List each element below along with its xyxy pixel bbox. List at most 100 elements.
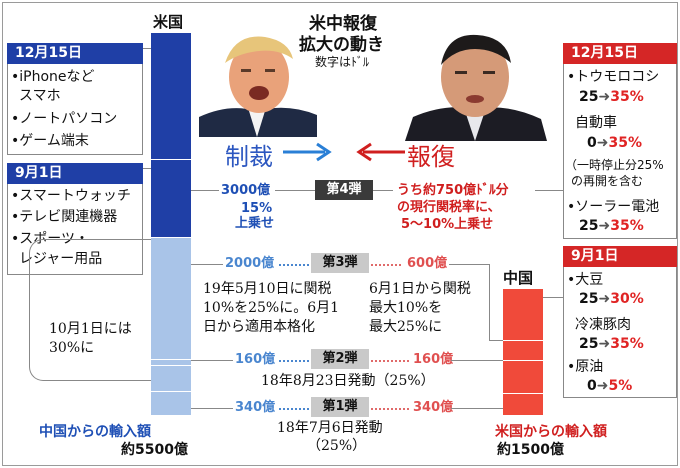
cn-sep1-item-2-name: •原油 (567, 359, 604, 375)
r3-right-line (449, 264, 489, 265)
cn-dec15-item-1-from: 0 (587, 135, 597, 151)
r2-left-line (191, 360, 233, 361)
r3-left-line (191, 264, 223, 265)
cn-sep1-item-1-to: 35% (610, 336, 644, 352)
r3-cn-note-0: 6月1日から関税 (369, 281, 471, 297)
cn-dec15-item-2-to: 35% (610, 218, 644, 234)
us-import-total: 約5500億 (121, 442, 188, 458)
r1-left-line (191, 408, 233, 409)
retaliation-label: 報復 (407, 143, 455, 171)
r3-right-vline (489, 264, 490, 340)
arrow-right-icon: ➜ (596, 378, 609, 394)
us-bar-dark-segment (151, 33, 191, 237)
cn-sep1-item-0-name: •大豆 (567, 272, 604, 288)
us-import-label: 中国からの輸入額 (39, 424, 151, 440)
r4-cn-text-1: の現行関税率に、 (397, 200, 501, 215)
arrow-right-icon: ➜ (598, 89, 611, 105)
cn-import-total: 約1500億 (497, 442, 564, 458)
us-bar-divider-r3 (151, 359, 191, 360)
cn-sep1-item-2-rate: 0➜5% (587, 378, 632, 394)
r3-us-note-1: 10%を25%に。6月1 (203, 300, 340, 316)
cn-dec15-item-2-name: •ソーラー電池 (567, 199, 660, 215)
us-dec15-item-1: スマホ (19, 88, 61, 104)
us-dec15-item-2: •ノートパソコン (11, 111, 118, 127)
r1-dash-left (279, 408, 309, 410)
cn-sep1-item-0-rate: 25➜30% (579, 291, 644, 307)
us-oct1-note-line-0: 10月1日には (47, 321, 134, 338)
r4-right-connector (535, 190, 563, 191)
us-sep1-item-3: レジャー用品 (19, 251, 103, 267)
r2-dash-left (279, 360, 309, 362)
r1-round-tag: 第1弾 (311, 397, 369, 417)
us-sep1-header: 9月1日 (7, 163, 143, 184)
cn-dec15-item-2-rate: 25➜35% (579, 218, 644, 234)
cn-dec15-item-1-name: 自動車 (575, 115, 617, 131)
cn-dec15-item-1-note-0: （一時停止分25% (565, 158, 664, 172)
r1-us-amount: 340億 (235, 400, 276, 415)
r3-dash-left (279, 264, 309, 266)
xi-photo (395, 21, 555, 141)
r4-mid-line-right (373, 190, 393, 191)
us-bar-divider-dec (151, 159, 191, 160)
r1-note-1: （25%） (307, 438, 367, 454)
r4-mid-line-left (275, 190, 315, 191)
us-import-bar (151, 33, 191, 415)
title-line-1: 米中報復 (309, 14, 377, 34)
r4-us-rate-0: 15% (241, 201, 273, 216)
r3-us-amount: 2000億 (225, 256, 275, 271)
us-sep1-connector (143, 168, 151, 169)
cn-dec15-item-0-name: •トウモロコシ (567, 69, 660, 85)
us-bar-divider-r1 (151, 391, 191, 392)
r1-dash-right (371, 408, 409, 410)
cn-dec15-item-0-to: 35% (610, 89, 644, 105)
title-line-2: 拡大の動き (299, 35, 384, 55)
us-dec15-item-0: •iPhoneなど (11, 69, 95, 85)
r2-us-amount: 160億 (235, 352, 276, 367)
trump-photo (199, 19, 317, 137)
r3-dash-right (371, 264, 401, 266)
r3-cn-note-1: 最大10%を (369, 300, 443, 316)
cn-dec15-item-2-from: 25 (579, 218, 599, 234)
cn-sep1-item-1-rate: 25➜35% (579, 336, 644, 352)
r1-right-line (451, 408, 503, 409)
r3-us-note-0: 19年5月10日に関税 (203, 281, 332, 297)
r2-note: 18年8月23日発動（25%） (261, 373, 435, 389)
us-oct1-note-line-1: 30%に (47, 340, 97, 357)
arrow-right-icon: ➜ (598, 218, 611, 234)
r2-right-line (451, 360, 503, 361)
us-dec15-item-3: •ゲーム端末 (11, 133, 89, 149)
retaliation-arrow-icon (356, 142, 405, 162)
cn-sep1-item-2-from: 0 (587, 378, 597, 394)
cn-import-bar (503, 289, 543, 415)
r2-round-tag: 第2弾 (311, 349, 369, 369)
us-country-label: 米国 (153, 13, 184, 31)
title-note: 数字はﾄﾞﾙ (315, 55, 370, 69)
r3-right-foot (489, 340, 503, 341)
cn-bar-divider-r1 (503, 393, 543, 394)
cn-sep1-item-0-to: 30% (610, 291, 644, 307)
r3-cn-amount: 600億 (407, 256, 448, 271)
us-sep1-item-1: •テレビ関連機器 (11, 209, 118, 225)
sanction-label: 制裁 (225, 143, 273, 171)
r4-cn-text-2: 5〜10%上乗せ (401, 217, 494, 232)
cn-dec15-header: 12月15日 (563, 43, 677, 64)
r3-us-note-2: 日から適用本格化 (203, 319, 315, 335)
cn-sep1-connector (543, 297, 563, 298)
cn-country-label: 中国 (503, 269, 534, 287)
r3-round-tag: 第3弾 (311, 253, 369, 273)
r4-left-line (191, 190, 219, 191)
cn-dec15-item-0-from: 25 (579, 89, 599, 105)
us-oct1-bracket (29, 239, 151, 381)
r2-cn-amount: 160億 (413, 352, 454, 367)
cn-sep1-item-2-to: 5% (608, 378, 633, 394)
arrow-right-icon: ➜ (596, 135, 609, 151)
us-bar-divider-sep (151, 237, 191, 238)
cn-bar-divider-r2 (503, 360, 543, 361)
sanction-arrow-icon (283, 142, 332, 162)
us-dec15-header: 12月15日 (7, 43, 143, 64)
cn-import-label: 米国からの輸入額 (495, 424, 607, 440)
cn-sep1-item-1-from: 25 (579, 336, 599, 352)
cn-dec15-item-1-rate: 0➜35% (587, 135, 642, 151)
r4-us-rate-1: 上乗せ (235, 216, 275, 231)
